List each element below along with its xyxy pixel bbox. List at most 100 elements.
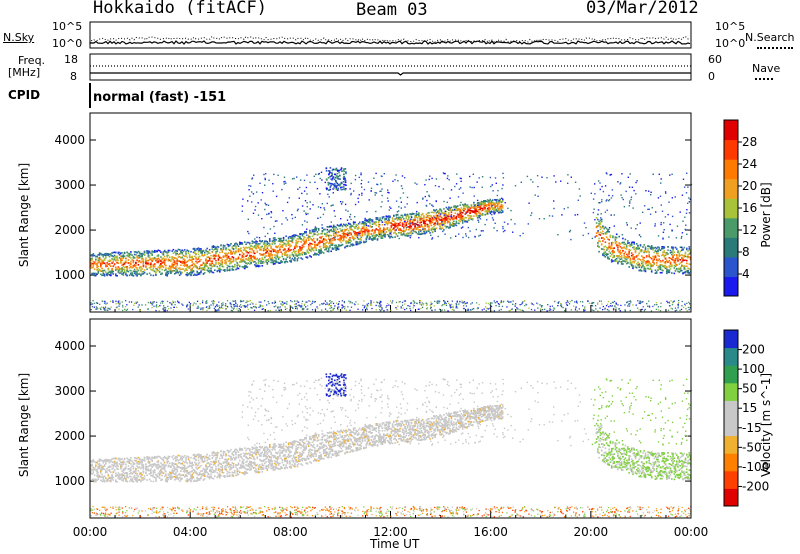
power-cell xyxy=(355,243,357,246)
power-cell xyxy=(263,226,265,229)
power-cell xyxy=(449,197,451,199)
power-cell xyxy=(156,268,158,270)
power-cell xyxy=(196,262,198,264)
power-cell xyxy=(619,249,622,252)
power-cell xyxy=(182,264,185,267)
power-cell xyxy=(445,225,448,228)
power-cell xyxy=(618,244,620,246)
power-cell xyxy=(284,253,286,256)
power-cell xyxy=(246,251,249,254)
power-cell xyxy=(354,231,356,233)
power-cell xyxy=(299,233,301,236)
power-cell xyxy=(574,214,576,216)
power-cell xyxy=(300,241,302,243)
power-cell xyxy=(122,274,125,276)
power-cell xyxy=(212,302,214,304)
power-cell xyxy=(264,235,266,238)
power-cell xyxy=(291,241,294,244)
power-cell xyxy=(612,256,614,259)
power-cell xyxy=(216,303,218,306)
power-cell xyxy=(406,215,409,217)
power-cell xyxy=(198,273,201,275)
power-cell xyxy=(309,208,311,210)
power-cell xyxy=(439,213,442,215)
power-cell xyxy=(248,189,250,191)
power-cell xyxy=(161,265,163,267)
power-cell xyxy=(310,246,312,248)
power-cell xyxy=(120,262,122,264)
power-cell xyxy=(115,274,117,277)
power-cell xyxy=(272,263,275,265)
power-cell xyxy=(649,246,652,248)
power-cell xyxy=(399,228,401,230)
power-cell xyxy=(206,253,208,256)
power-cell xyxy=(394,231,396,234)
power-cell xyxy=(609,235,612,237)
power-cell xyxy=(664,262,667,265)
power-cell xyxy=(666,251,668,254)
power-cell xyxy=(295,253,297,255)
power-cell xyxy=(424,223,426,225)
power-cell xyxy=(160,262,162,265)
power-cell xyxy=(400,229,403,231)
power-cell xyxy=(633,260,635,263)
power-cell xyxy=(316,231,319,233)
power-cell xyxy=(445,210,448,213)
power-cell xyxy=(622,260,624,262)
power-cell xyxy=(395,225,398,227)
power-cell xyxy=(190,256,192,258)
power-cell xyxy=(663,247,666,249)
power-cell xyxy=(460,218,463,221)
power-cell xyxy=(599,219,602,222)
power-cell xyxy=(286,219,289,221)
power-cell xyxy=(471,302,473,304)
power-cell xyxy=(352,222,355,224)
power-cell xyxy=(274,256,276,259)
power-cell xyxy=(120,271,122,273)
power-cell xyxy=(406,233,409,235)
power-cell xyxy=(161,300,163,303)
power-cell xyxy=(667,213,669,216)
power-cell xyxy=(394,229,396,232)
power-cell xyxy=(512,231,514,233)
power-cell xyxy=(150,274,152,276)
power-cell xyxy=(207,270,210,273)
power-cell xyxy=(461,220,464,222)
power-cell xyxy=(163,269,166,272)
power-cell xyxy=(291,236,294,239)
power-cell xyxy=(226,264,229,267)
power-cell xyxy=(488,200,490,202)
power-cell xyxy=(614,258,617,261)
power-cell xyxy=(484,204,486,207)
power-cell xyxy=(307,239,310,241)
power-cell xyxy=(687,271,689,274)
power-cell xyxy=(465,220,468,223)
power-cell xyxy=(655,272,658,274)
power-cell xyxy=(378,223,380,226)
power-cell xyxy=(389,231,391,233)
power-cell xyxy=(296,255,299,257)
power-cell xyxy=(663,264,666,267)
power-cell xyxy=(334,229,336,232)
power-cell xyxy=(563,208,565,210)
power-cell xyxy=(639,259,642,261)
freq-tick-high: 18 xyxy=(64,53,78,66)
power-cell xyxy=(350,243,352,246)
power-cell xyxy=(102,270,105,273)
power-cell xyxy=(674,310,676,312)
power-cell xyxy=(684,265,687,268)
power-cell xyxy=(276,220,278,222)
power-cell xyxy=(251,178,253,180)
power-cell xyxy=(176,258,178,261)
power-cell xyxy=(138,256,141,258)
power-cell xyxy=(252,212,255,214)
power-cell xyxy=(220,249,222,251)
power-cell xyxy=(350,228,352,231)
power-cell xyxy=(266,240,269,243)
power-cell xyxy=(281,252,284,255)
power-cell xyxy=(620,256,623,259)
power-cell xyxy=(409,307,411,310)
power-cell xyxy=(649,247,652,250)
power-cell xyxy=(457,196,460,198)
power-cell xyxy=(564,310,566,312)
